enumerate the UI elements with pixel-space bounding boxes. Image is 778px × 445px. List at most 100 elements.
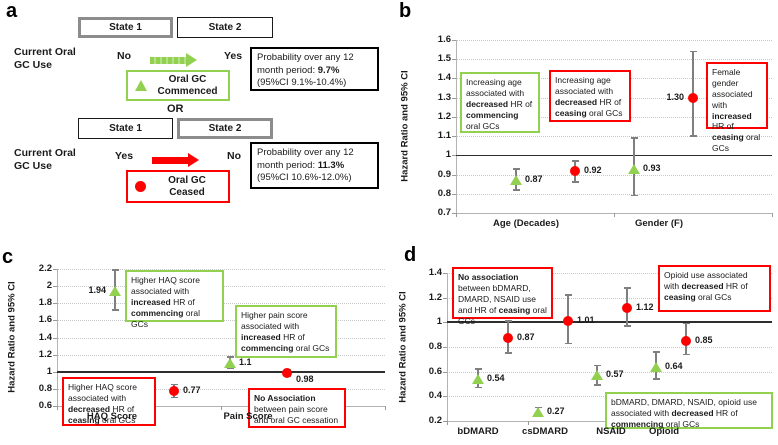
annotation-box: No Association between pain score and or…: [248, 388, 346, 428]
flow2-from-label: Yes: [115, 150, 134, 162]
value-label: 0.64: [665, 360, 683, 371]
y-tick-mark: [53, 406, 57, 407]
annotation-box: Higher HAQ score associated with increas…: [125, 270, 224, 329]
value-label: 1.12: [636, 301, 654, 312]
reference-line-hr-1: [447, 321, 772, 324]
triangle-marker: [472, 374, 484, 385]
probability-cease-box: Probability over any 12 month period: 11…: [250, 142, 379, 189]
circle-marker: [282, 368, 292, 379]
arrow-bar: [150, 56, 186, 64]
gridline: [447, 371, 772, 373]
x-category-label: Gender (F): [634, 218, 684, 229]
circle-marker: [681, 335, 691, 346]
y-tick-label: 1.2: [428, 291, 442, 303]
circle-marker: [169, 386, 179, 397]
gridline: [456, 193, 772, 195]
x-category-label: HAQ Score: [86, 411, 138, 422]
panel-c-chart: c Hazard Ratio and 95% CI 2.2 2 1.8 1.6 1.4 1…: [0, 222, 389, 445]
ci-cap: [564, 294, 572, 296]
value-label: 1.30: [666, 91, 684, 102]
ci-cap: [504, 320, 512, 322]
value-label: 1.01: [577, 315, 595, 326]
value-label: 0.92: [584, 164, 602, 175]
y-tick-label: 0.8: [437, 187, 451, 199]
y-tick-label: 2.2: [38, 263, 52, 274]
y-tick-label: 0.2: [428, 415, 442, 426]
y-axis-title: Hazard Ratio and 95% CI: [6, 281, 18, 393]
panel-a: a State 1 State 2 Current Oral GC Use No…: [0, 0, 389, 222]
gridline: [447, 347, 772, 348]
y-axis-line: [456, 40, 457, 213]
ci-cap: [226, 356, 234, 358]
y-tick-mark: [443, 421, 447, 422]
ci-cap: [564, 342, 572, 345]
gridline: [456, 136, 772, 138]
x-tick-mark: [57, 406, 58, 410]
y-tick-mark: [452, 193, 456, 195]
y-tick-mark: [53, 269, 57, 270]
annotation-box: bDMARD, DMARD, NSAID, opioid use associa…: [605, 392, 773, 429]
ci-cap: [652, 378, 660, 380]
ci-cap: [226, 367, 234, 370]
x-category-label: Age (Decades): [493, 218, 559, 229]
x-tick-mark: [447, 421, 448, 425]
y-tick-label: 1.4: [437, 72, 451, 84]
commence-arrow-icon: [150, 53, 197, 67]
current-oral-gc-use-label-2: Current Oral GC Use: [14, 147, 76, 173]
ci-cap: [512, 168, 520, 170]
y-axis-line: [447, 273, 448, 421]
ci-cap: [682, 322, 690, 325]
ci-cap: [170, 383, 178, 386]
triangle-marker: [109, 286, 121, 297]
y-tick-mark: [452, 78, 456, 80]
ci-cap: [623, 287, 631, 289]
panel-d-letter: d: [404, 244, 417, 266]
y-tick-label: 1.6: [38, 314, 52, 326]
value-label: 0.77: [183, 385, 201, 396]
state-box-top-2: State 2: [177, 17, 273, 38]
triangle-marker: [532, 407, 544, 418]
ci-cap: [474, 368, 482, 370]
value-label: 0.93: [643, 162, 661, 173]
y-tick-label: 0.4: [428, 390, 442, 402]
y-tick-label: 0.6: [38, 400, 52, 411]
current-oral-gc-use-label-1: Current Oral GC Use: [14, 46, 76, 72]
gridline: [456, 174, 772, 176]
ci-cap: [504, 352, 512, 354]
x-tick-mark: [456, 213, 457, 217]
y-tick-label: 0.9: [437, 168, 451, 180]
y-tick-mark: [452, 213, 456, 214]
annotation-box: Higher HAQ score associated with decreas…: [62, 377, 156, 426]
y-tick-label: 0.6: [428, 365, 442, 377]
x-category-label: Opioid: [648, 426, 680, 437]
y-tick-label: 1.6: [437, 34, 451, 45]
annotation-box: Female gender associated with increased …: [706, 62, 768, 153]
cease-arrow-icon: [152, 153, 199, 167]
y-tick-mark: [452, 116, 456, 118]
y-tick-label: 0.8: [428, 341, 442, 352]
y-tick-mark: [443, 297, 447, 299]
y-tick-mark: [53, 388, 57, 390]
y-tick-label: 1.2: [38, 348, 52, 360]
state-box-bottom-1: State 1: [78, 118, 173, 139]
probability-commence-box: Probability over any 12 month period: 9.…: [250, 47, 379, 91]
y-axis-line: [57, 269, 58, 406]
y-tick-label: 1: [445, 149, 451, 161]
x-category-label: NSAID: [596, 426, 626, 437]
y-axis-title: Hazard Ratio and 95% CI: [397, 291, 409, 403]
gridline: [57, 354, 385, 356]
y-tick-mark: [452, 136, 456, 138]
y-tick-mark: [443, 347, 447, 348]
gridline: [447, 273, 772, 274]
annotation-box: Higher pain score associated with increa…: [235, 305, 337, 358]
circle-marker: [688, 92, 698, 103]
value-label: 0.85: [695, 334, 713, 345]
y-axis-title: Hazard Ratio and 95% CI: [399, 70, 411, 182]
triangle-marker: [591, 370, 603, 381]
ci-cap: [593, 364, 601, 367]
y-tick-mark: [53, 371, 57, 373]
y-tick-mark: [452, 155, 456, 157]
value-label: 0.54: [487, 373, 505, 384]
circle-marker-icon: [135, 181, 146, 192]
ci-cap: [630, 137, 638, 139]
